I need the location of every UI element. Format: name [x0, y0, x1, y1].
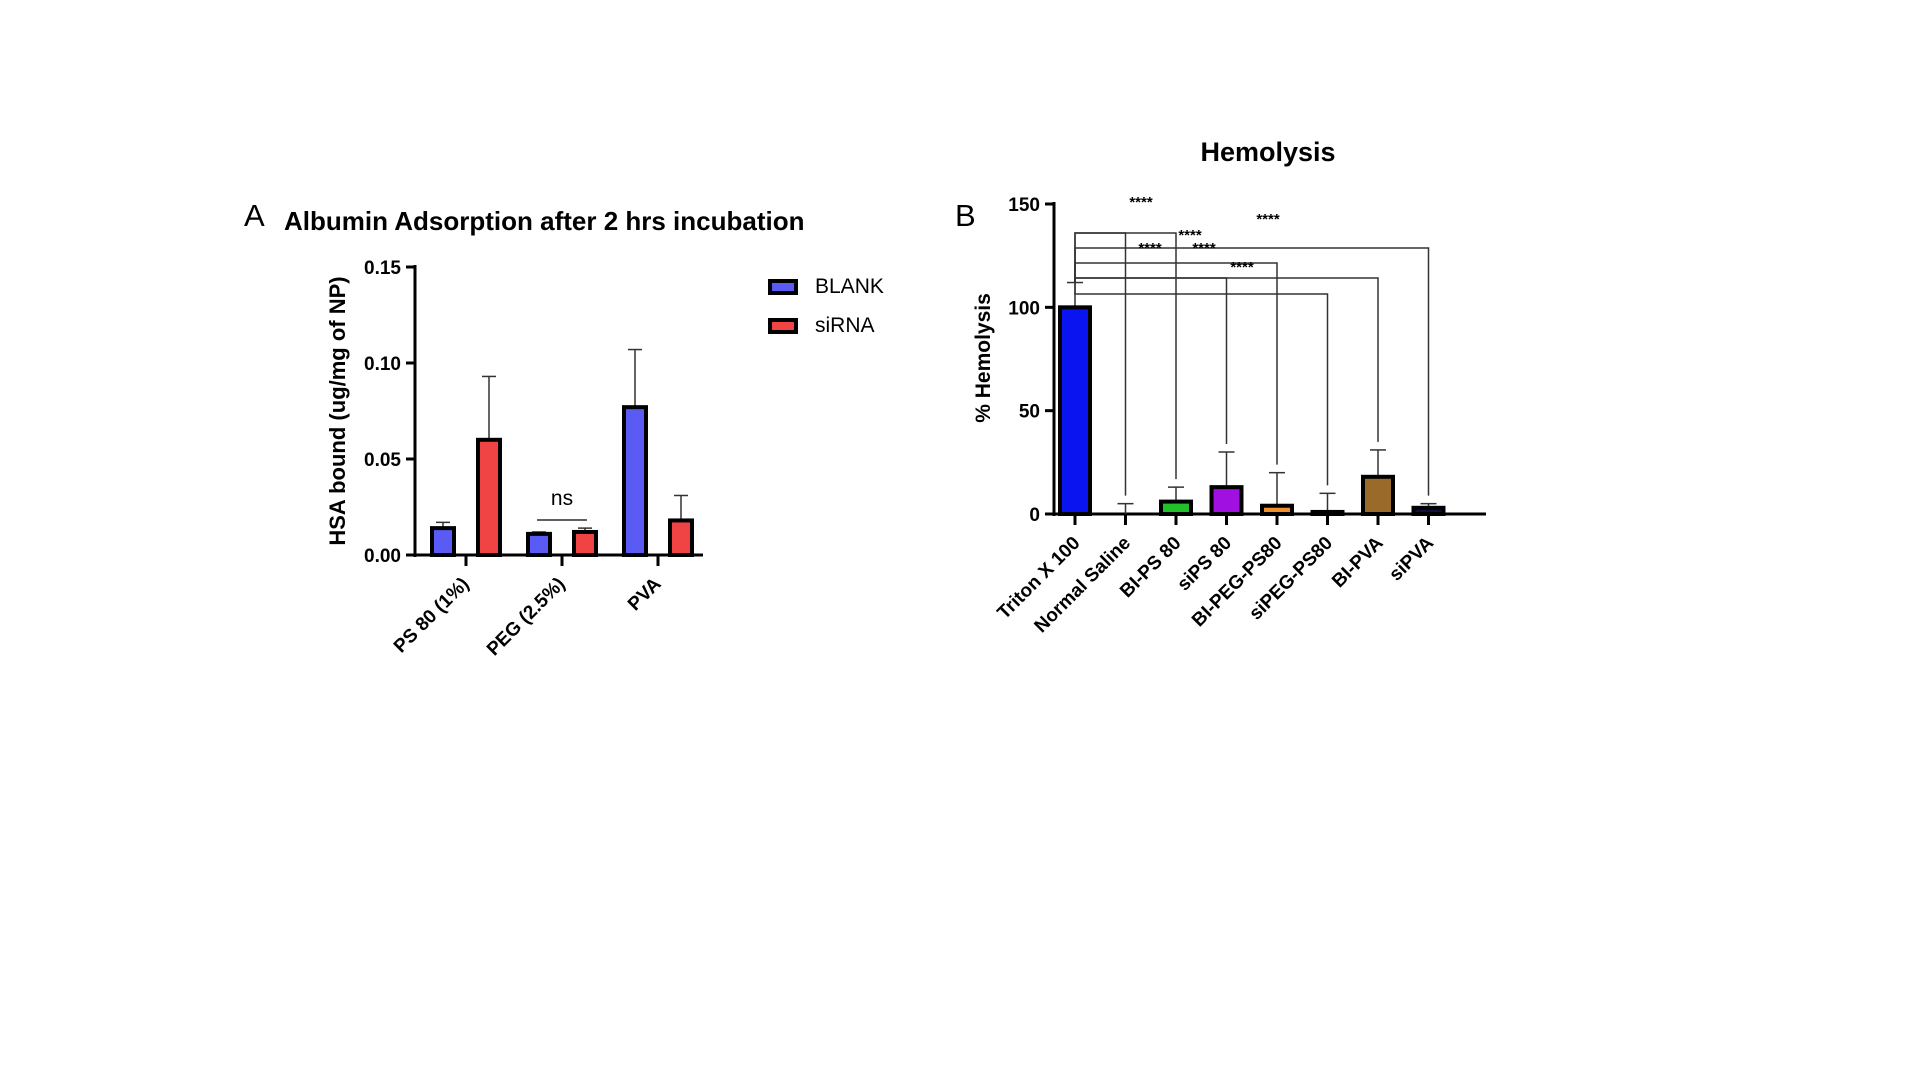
significance-stars: **** — [1129, 194, 1153, 211]
significance-bracket — [1074, 277, 1228, 444]
y-tick-label: 0.00 — [364, 546, 401, 567]
chart-b-ylabel: % Hemolysis — [972, 293, 995, 423]
bar — [1159, 499, 1193, 517]
y-tick-label: 50 — [1019, 402, 1040, 423]
legend-swatch-blank — [768, 279, 798, 295]
bar — [1058, 305, 1092, 517]
bar — [1361, 474, 1395, 516]
significance-stars: **** — [1138, 240, 1162, 257]
panel-b-label: B — [955, 198, 976, 233]
x-tick-label: BI-PVA — [1328, 532, 1388, 592]
chart-a: 0.00 0.05 0.10 0.15 PS 80 (1%) PEG (2.5%) PVA n… — [364, 258, 884, 660]
bar — [1260, 503, 1294, 517]
bar-sirna — [668, 518, 694, 558]
chart-a-ylabel: HSA bound (ug/mg of NP) — [325, 276, 350, 545]
x-tick-label: PVA — [624, 573, 666, 615]
chart-b-title: Hemolysis — [1200, 137, 1335, 167]
significance-stars: **** — [1178, 227, 1202, 244]
bar — [1411, 505, 1446, 516]
significance-stars: **** — [1230, 259, 1254, 276]
bar-sirna — [476, 437, 502, 557]
bar — [1209, 485, 1244, 516]
y-tick-label: 0.15 — [364, 258, 401, 279]
y-tick-label: 150 — [1008, 195, 1040, 216]
legend-label-blank: BLANK — [815, 275, 884, 298]
ns-annotation: ns — [551, 487, 573, 510]
panel-a-label: A — [244, 198, 265, 233]
legend-label-sirna: siRNA — [815, 314, 875, 337]
significance-stars: **** — [1256, 211, 1280, 228]
significance-bracket — [1074, 282, 1329, 486]
bar — [1310, 509, 1345, 516]
bar-blank — [526, 531, 552, 558]
bar-blank — [622, 405, 648, 557]
significance-stars: **** — [1192, 240, 1216, 257]
x-tick-label: PEG (2.5%) — [483, 574, 570, 661]
y-tick-label: 0.05 — [364, 450, 401, 471]
legend-swatch-sirna — [768, 318, 798, 334]
significance-bracket — [1074, 247, 1430, 496]
bar-blank — [430, 526, 456, 557]
chart-a-title: Albumin Adsorption after 2 hrs incubatio… — [284, 206, 805, 236]
x-tick-label: PS 80 (1%) — [390, 574, 474, 658]
bar-sirna — [572, 529, 598, 558]
y-tick-label: 100 — [1008, 298, 1040, 319]
x-tick-label: siPVA — [1385, 532, 1438, 585]
y-tick-label: 0 — [1029, 505, 1040, 526]
y-tick-label: 0.10 — [364, 354, 401, 375]
